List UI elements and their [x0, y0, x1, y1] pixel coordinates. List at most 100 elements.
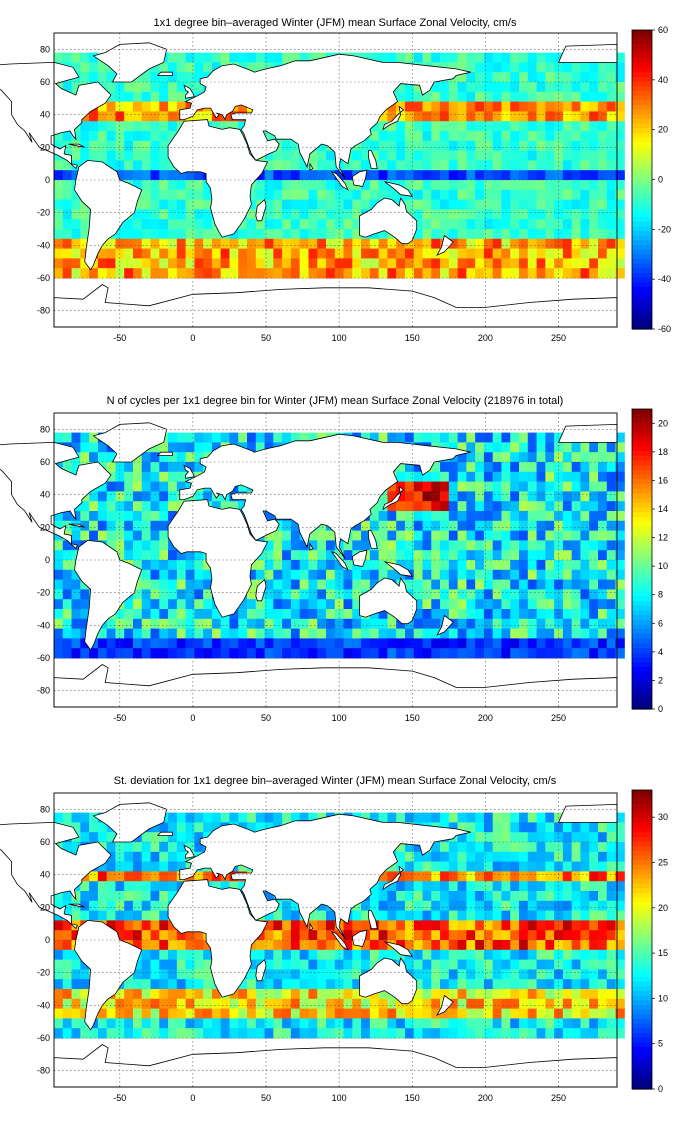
land-sumatra	[330, 170, 349, 191]
chart-cycle-count: N of cycles per 1x1 degree bin for Winte…	[0, 395, 668, 723]
land-antarctica	[53, 284, 618, 328]
x-tick-label: 50	[261, 713, 271, 723]
land-greenland	[92, 42, 168, 83]
x-tick-label: 250	[551, 713, 566, 723]
y-tick-label: -60	[37, 1033, 50, 1043]
y-tick-label: 20	[40, 522, 50, 532]
colorbar-tick-label: 8	[658, 590, 663, 600]
y-tick-label: -40	[37, 240, 50, 250]
colorbar-tick-label: 40	[658, 75, 668, 85]
chart-title: 1x1 degree bin–averaged Winter (JFM) mea…	[154, 17, 517, 29]
chart-title: N of cycles per 1x1 degree bin for Winte…	[107, 395, 564, 407]
colorbar-tick-label: 10	[658, 993, 668, 1003]
land-australia	[359, 196, 418, 245]
axes-frame	[53, 32, 618, 328]
land-north-america	[0, 61, 112, 170]
y-tick-label: -80	[37, 1066, 50, 1076]
colorbar-tick-label: 30	[658, 812, 668, 822]
y-tick-label: -20	[37, 588, 50, 598]
colorbar-tick-label: 60	[658, 25, 668, 35]
x-tick-label: 200	[478, 1093, 493, 1103]
land-south-america	[74, 919, 143, 1031]
y-tick-label: -40	[37, 1000, 50, 1010]
land-japan	[382, 485, 405, 511]
x-tick-label: 0	[190, 333, 195, 343]
x-tick-label: 250	[551, 333, 566, 343]
y-tick-label: 20	[40, 142, 50, 152]
chart-title: St. deviation for 1x1 degree bin–average…	[114, 775, 557, 787]
y-tick-label: 80	[40, 804, 50, 814]
grid-lines	[54, 793, 617, 1087]
land-south-america	[74, 159, 143, 271]
x-tick-label: 100	[332, 713, 347, 723]
land-borneo	[351, 549, 368, 567]
y-tick-label: 40	[40, 870, 50, 880]
land-sri-lanka	[309, 162, 314, 171]
chart-std-deviation: St. deviation for 1x1 degree bin–average…	[0, 775, 668, 1103]
land-sri-lanka	[309, 922, 314, 931]
colorbar-tick-label: 2	[658, 675, 663, 685]
colorbar-frame	[631, 789, 653, 1090]
x-tick-label: 0	[190, 1093, 195, 1103]
land-new-zealand	[436, 614, 454, 636]
land-greenland	[92, 422, 168, 463]
land-new-zealand	[436, 234, 454, 256]
y-tick-label: 40	[40, 110, 50, 120]
land-new-guinea	[384, 941, 414, 957]
colorbar-tick-label: -20	[658, 224, 671, 234]
panel-mean-zonal-velocity: 1x1 degree bin–averaged Winter (JFM) mea…	[0, 0, 696, 380]
colorbar: 30 25 20 15 10 5 0	[631, 789, 668, 1094]
colorbar-tick-label: -40	[658, 274, 671, 284]
x-tick-label: 0	[190, 713, 195, 723]
land-cuba	[68, 523, 85, 528]
land-sumatra	[330, 930, 349, 951]
axes-frame	[53, 792, 618, 1088]
y-tick-label: 60	[40, 457, 50, 467]
land-new-guinea	[384, 181, 414, 197]
x-tick-label: -50	[113, 333, 126, 343]
land-new-zealand	[436, 994, 454, 1016]
x-tick-label: 100	[332, 1093, 347, 1103]
land-antarctica	[53, 1044, 618, 1088]
x-tick-label: 150	[405, 333, 420, 343]
y-tick-label: -80	[37, 306, 50, 316]
y-tick-label: -20	[37, 968, 50, 978]
colorbar-tick-label: 10	[658, 561, 668, 571]
colorbar-tick-label: 12	[658, 533, 668, 543]
x-tick-label: -50	[113, 1093, 126, 1103]
grid-lines	[54, 413, 617, 707]
y-tick-label: -60	[37, 653, 50, 663]
y-tick-label: 60	[40, 837, 50, 847]
chart-mean-velocity: 1x1 degree bin–averaged Winter (JFM) mea…	[0, 17, 671, 343]
land-alaska-right	[557, 43, 618, 63]
y-tick-label: 60	[40, 77, 50, 87]
grid-lines	[54, 33, 617, 327]
colorbar-tick-label: 0	[658, 175, 663, 185]
land-eurasia	[179, 433, 471, 559]
land-australia	[359, 576, 418, 625]
land-iceland	[156, 451, 173, 456]
land-madagascar	[255, 198, 267, 222]
land-uk	[183, 84, 195, 99]
colorbar-tick-label: 4	[658, 647, 663, 657]
x-tick-label: 200	[478, 333, 493, 343]
colorbar-tick-label: 0	[658, 704, 663, 714]
y-tick-label: 80	[40, 424, 50, 434]
land-greenland	[92, 802, 168, 843]
x-tick-label: -50	[113, 713, 126, 723]
colorbar-tick-label: 20	[658, 903, 668, 913]
coastlines	[0, 422, 618, 708]
colorbar-tick-label: -60	[658, 324, 671, 334]
x-tick-label: 50	[261, 1093, 271, 1103]
panel-cycle-count: N of cycles per 1x1 degree bin for Winte…	[0, 380, 696, 760]
land-australia	[359, 956, 418, 1005]
land-iceland	[156, 831, 173, 836]
x-tick-label: 200	[478, 713, 493, 723]
colorbar-tick-label: 14	[658, 504, 668, 514]
colorbar-tick-label: 0	[658, 1084, 663, 1094]
y-tick-label: 80	[40, 44, 50, 54]
land-eurasia	[179, 53, 471, 179]
land-japan	[382, 865, 405, 891]
land-sri-lanka	[309, 542, 314, 551]
